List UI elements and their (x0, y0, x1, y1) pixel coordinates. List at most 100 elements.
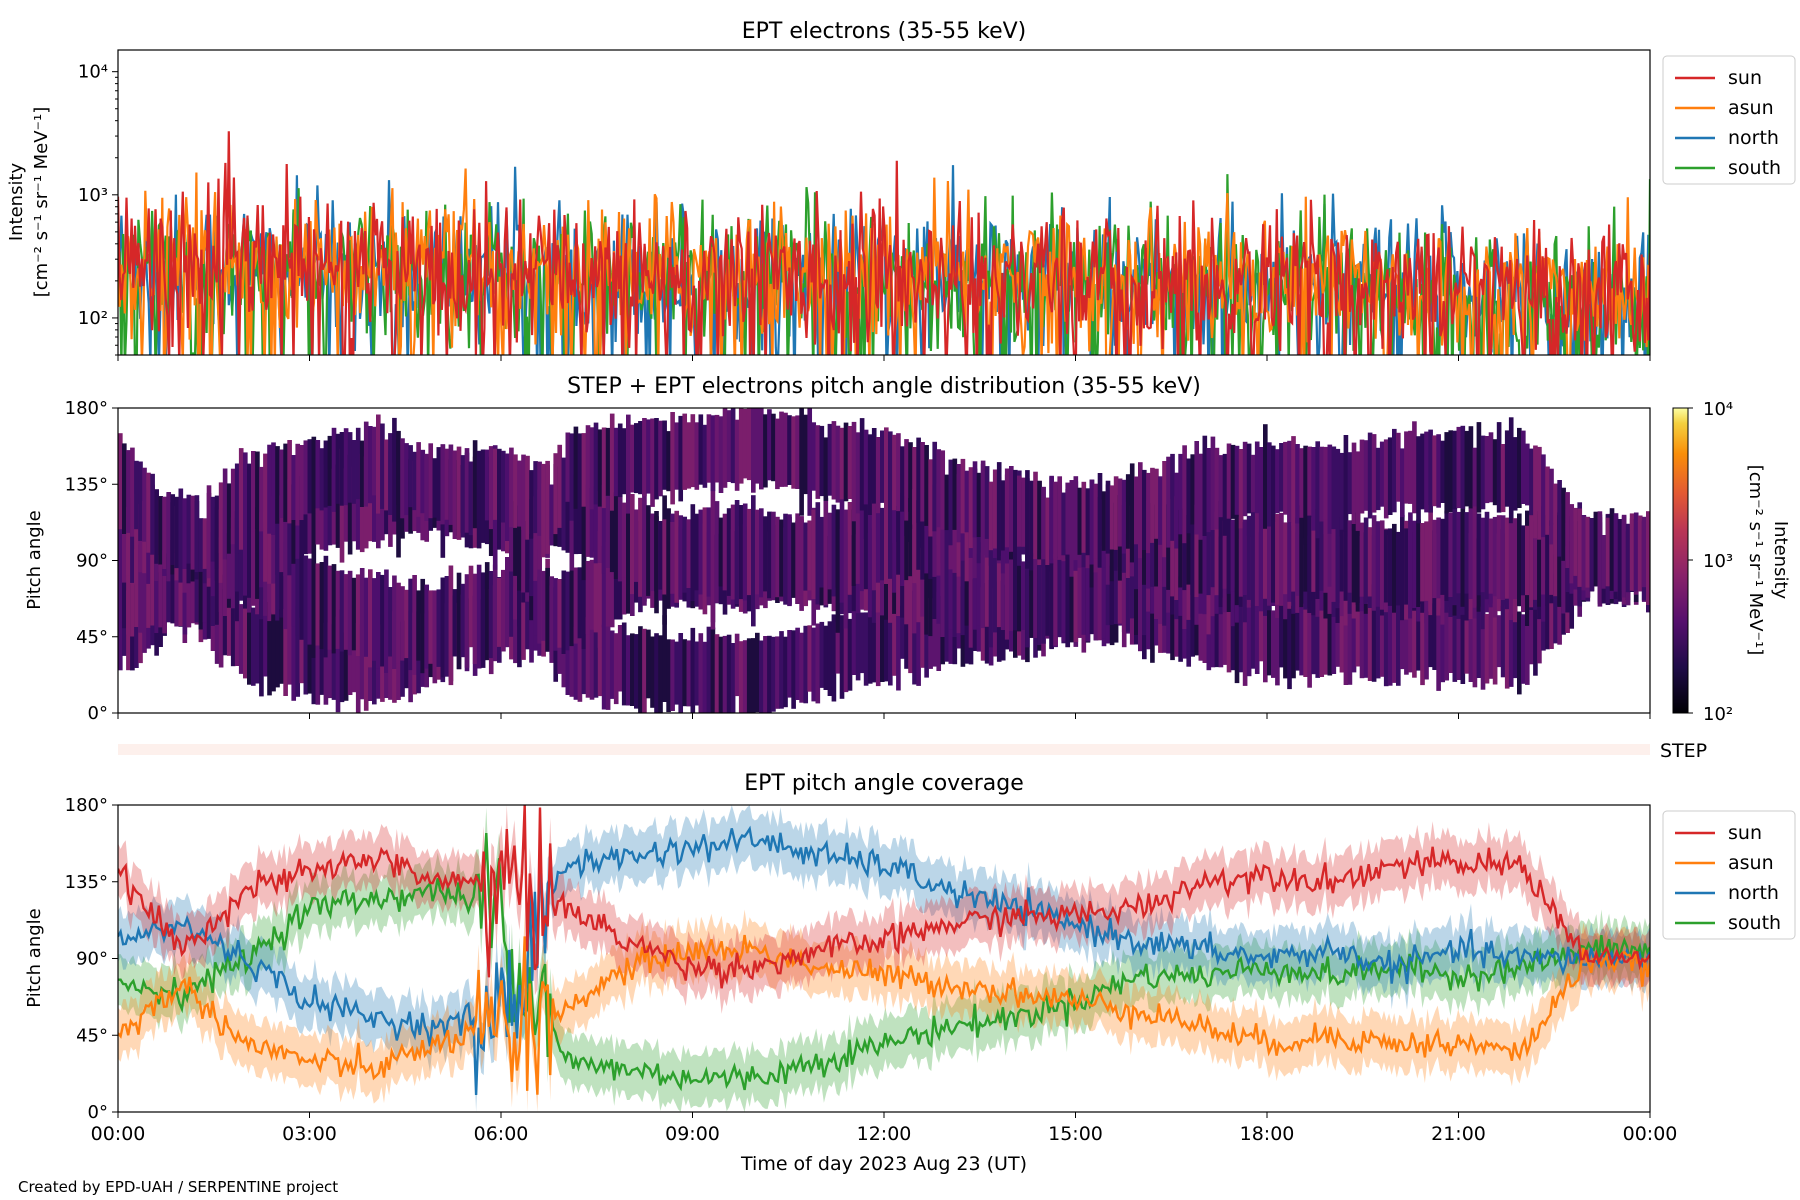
pad-cell (1174, 584, 1179, 657)
pad-cell (1109, 485, 1115, 550)
pad-cell (226, 583, 232, 656)
pad-cell (263, 599, 268, 677)
pad-cell (404, 589, 409, 659)
colorbar-ticks: 10² 10³ 10⁴ (1688, 399, 1733, 725)
pad-cell (787, 514, 792, 607)
pad-cell (880, 610, 885, 682)
pad-cell (746, 638, 752, 713)
pad-cell (271, 612, 276, 692)
pad-cell (1049, 477, 1054, 560)
pad-cell (1343, 588, 1349, 685)
pad-cell (1416, 436, 1421, 524)
pad-cell (323, 622, 329, 705)
pad-cell (1557, 480, 1562, 557)
pad-cell (908, 542, 913, 620)
pad-cell (1125, 474, 1131, 549)
pad-cell (1081, 481, 1087, 553)
pad-cell (613, 633, 619, 705)
pad-cell (206, 485, 212, 579)
pad-cell (1331, 446, 1337, 530)
pad-cell (1194, 441, 1200, 535)
pad-cell (1250, 510, 1256, 606)
pad-cell (279, 609, 284, 684)
pad-cell (1004, 547, 1010, 640)
pad-cell (734, 633, 740, 697)
coverage-line-asun (118, 934, 1650, 1095)
pad-cell (1452, 430, 1458, 510)
pad-cell (299, 617, 305, 684)
pad-cell (896, 593, 901, 691)
pad-cell (920, 547, 925, 617)
pad-cell (996, 557, 1002, 628)
pad-cell (1073, 563, 1079, 642)
pad-cell (811, 422, 817, 491)
pad-cell (617, 423, 623, 498)
pad-cell (1053, 481, 1058, 560)
pad-cell (1379, 600, 1385, 677)
pad-cell (912, 590, 917, 685)
pad-cell (722, 408, 728, 488)
pad-cell (940, 450, 946, 530)
pad-cell (1573, 507, 1579, 576)
pad-cell (505, 557, 510, 648)
pad-cell (726, 634, 732, 713)
pad-cell (1065, 549, 1071, 648)
pad-cell (428, 590, 434, 664)
pad-cell (1424, 521, 1429, 601)
pad-cell (1359, 522, 1365, 597)
pad-cell (593, 486, 599, 564)
pad-cell (331, 624, 337, 700)
pad-cell (420, 578, 426, 674)
legend-label-sun: sun (1728, 67, 1762, 89)
pad-cell (513, 454, 518, 528)
pad-cell (1121, 536, 1127, 633)
pad-cell (1000, 556, 1006, 630)
pad-cell (702, 424, 708, 488)
pad-cell (1299, 505, 1304, 608)
pad-cell (755, 509, 760, 595)
pad-cell (904, 595, 909, 669)
pad-cell (1174, 472, 1179, 549)
pad-cell (1629, 513, 1635, 591)
pad-cell (1170, 498, 1175, 597)
pad-cell (1484, 613, 1490, 684)
pad-cell (569, 619, 575, 697)
pad-cell (1331, 590, 1337, 674)
pad-cell (1351, 593, 1357, 673)
pad-cell (690, 414, 696, 488)
pad-cell (924, 445, 929, 526)
pad-cell (408, 578, 413, 671)
pad-cell (492, 448, 498, 520)
pad-cell (1464, 603, 1470, 674)
pad-cell (351, 624, 357, 693)
pad-cell (1150, 565, 1155, 663)
pad-cell (319, 562, 325, 650)
pad-cell (759, 640, 764, 713)
pad-cell (509, 486, 514, 572)
pad-cell (287, 619, 292, 685)
pad-cell (275, 539, 280, 621)
panel1-axes: 10² 10³ 10⁴ (78, 62, 1651, 361)
pad-cell (1641, 516, 1647, 588)
pad-cell (714, 501, 720, 603)
pad-cell (198, 541, 204, 630)
pad-cell (1335, 448, 1341, 518)
pad-cell (178, 551, 184, 626)
pad-cell (335, 570, 341, 649)
pad-cell (1484, 511, 1490, 600)
pad-cell (658, 420, 663, 497)
panel1-ylabel-line2: [cm⁻² s⁻¹ sr⁻¹ MeV⁻¹] (31, 107, 52, 298)
pad-cell (1226, 516, 1232, 594)
legend-label-north: north (1728, 127, 1779, 149)
pad-cell (771, 413, 776, 482)
pad-cell (1553, 573, 1558, 644)
pad-cell (827, 423, 833, 496)
pad-cell (1311, 601, 1316, 675)
pad-cell (291, 555, 297, 627)
pad-cell (569, 433, 575, 521)
pad-cell (1166, 572, 1171, 654)
pad-cell (928, 459, 933, 537)
pad-cell (541, 463, 546, 546)
pad-cell (343, 574, 349, 650)
pad-cell (1254, 511, 1260, 606)
